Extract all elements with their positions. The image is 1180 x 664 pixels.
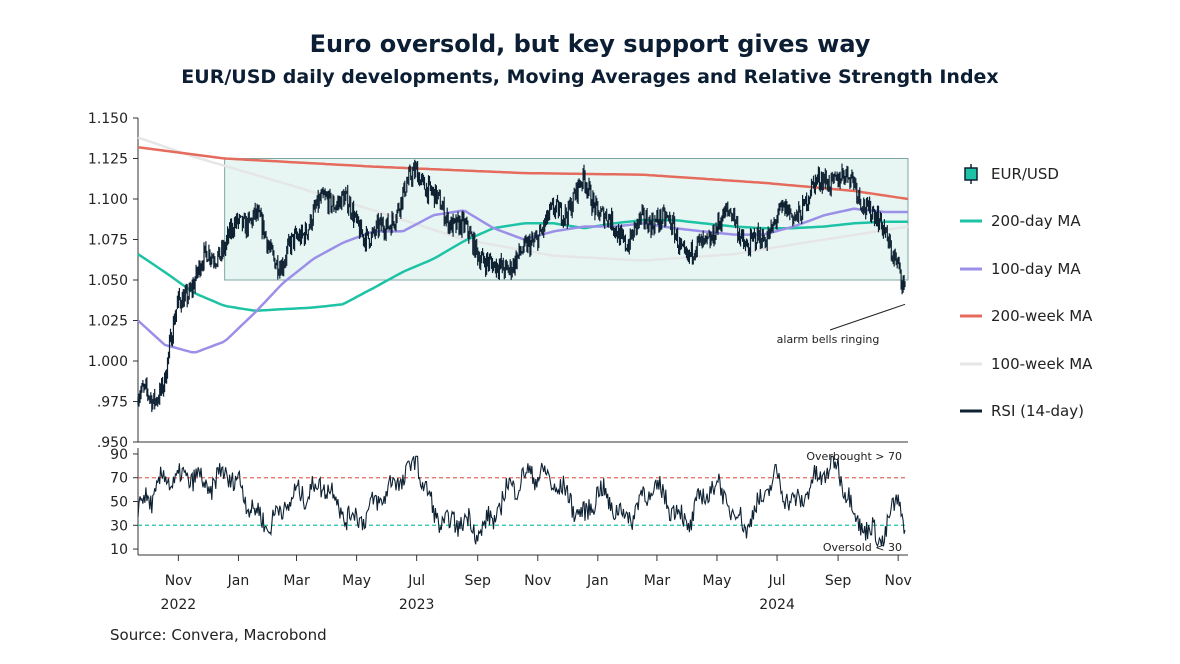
overbought-label: Overbought > 70 xyxy=(806,450,902,463)
legend-item-200-week-ma: 200-week MA xyxy=(960,307,1093,325)
chart-title: Euro oversold, but key support gives way xyxy=(309,30,871,58)
price-y-tick-label: 1.150 xyxy=(88,111,128,127)
ma-line-200-week-ma xyxy=(137,145,909,201)
rsi-y-tick-label: 30 xyxy=(110,518,128,534)
range-box xyxy=(224,158,909,281)
legend-item-100-day-ma: 100-day MA xyxy=(960,260,1081,278)
x-month-label: Jul xyxy=(407,573,425,589)
x-month-label: May xyxy=(342,573,371,589)
x-month-label: Nov xyxy=(165,573,192,589)
legend-item-200-day-ma: 200-day MA xyxy=(960,212,1081,230)
price-y-tick-label: 1.125 xyxy=(88,152,128,168)
legend-label: 200-day MA xyxy=(991,212,1081,230)
x-month-label: Sep xyxy=(465,573,492,589)
x-year-label: 2024 xyxy=(759,597,795,613)
legend-swatch xyxy=(964,167,978,181)
price-y-tick-label: 1.050 xyxy=(88,273,128,289)
legend-label: 100-week MA xyxy=(991,355,1093,373)
chart-subtitle: EUR/USD daily developments, Moving Avera… xyxy=(181,66,999,88)
x-month-label: Jan xyxy=(227,573,250,589)
legend-label: EUR/USD xyxy=(991,165,1059,183)
source-note: Source: Convera, Macrobond xyxy=(110,626,327,644)
ma-line-100-day-ma xyxy=(137,207,908,354)
eurusd-series xyxy=(137,159,906,413)
ma-line-200-day-ma xyxy=(137,218,908,312)
annotation-arrow xyxy=(829,303,906,331)
x-year-label: 2023 xyxy=(399,597,435,613)
x-month-label: May xyxy=(703,573,732,589)
price-y-tick-label: .975 xyxy=(97,395,128,411)
annotation-label: alarm bells ringing xyxy=(777,333,880,346)
x-month-label: Nov xyxy=(884,573,911,589)
legend-label: 100-day MA xyxy=(991,260,1081,278)
rsi-y-tick-label: 50 xyxy=(110,495,128,511)
x-month-label: Sep xyxy=(825,573,852,589)
rsi-y-tick-label: 70 xyxy=(110,471,128,487)
price-y-tick-label: 1.100 xyxy=(88,192,128,208)
x-month-label: Jul xyxy=(768,573,786,589)
oversold-label: Oversold < 30 xyxy=(823,541,902,554)
price-y-tick-label: 1.000 xyxy=(88,354,128,370)
x-month-label: Jan xyxy=(586,573,609,589)
rsi-y-tick-label: 10 xyxy=(110,542,128,558)
legend-label: 200-week MA xyxy=(991,307,1093,325)
legend-item-100-week-ma: 100-week MA xyxy=(960,355,1093,373)
rsi-line xyxy=(137,455,906,548)
x-month-label: Mar xyxy=(283,573,310,589)
legend-label: RSI (14-day) xyxy=(991,402,1084,420)
rsi-y-tick-label: 90 xyxy=(110,447,128,463)
x-month-label: Mar xyxy=(644,573,671,589)
x-month-label: Nov xyxy=(524,573,551,589)
legend-item-rsi-14-day-: RSI (14-day) xyxy=(960,402,1084,420)
price-y-tick-label: 1.025 xyxy=(88,314,128,330)
x-year-label: 2022 xyxy=(161,597,197,613)
price-y-tick-label: 1.075 xyxy=(88,233,128,249)
price-y-tick-label: .950 xyxy=(97,435,128,451)
legend-item-eur-usd: EUR/USD xyxy=(964,164,1059,184)
